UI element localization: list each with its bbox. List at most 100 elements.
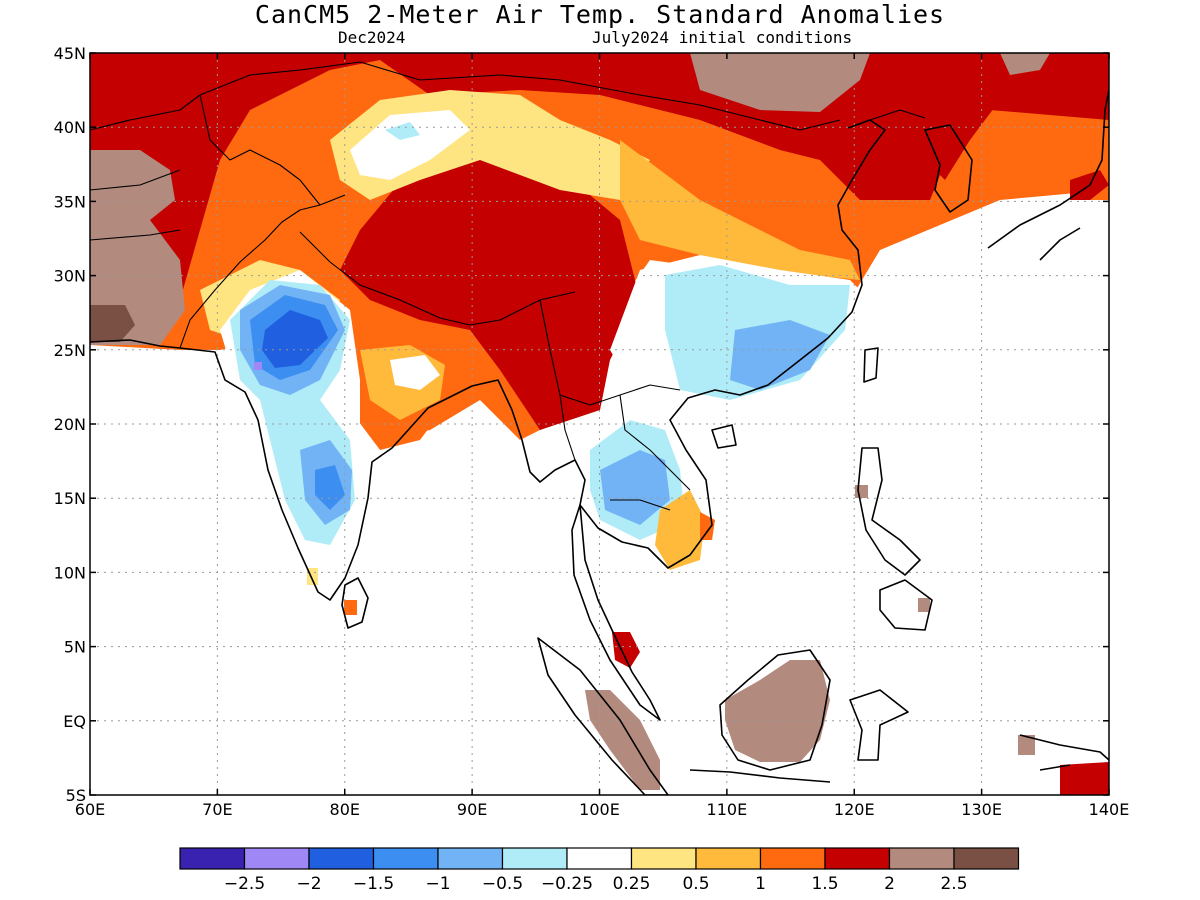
coast-borneo — [719, 649, 831, 771]
border-korea-china — [869, 109, 926, 121]
field-lightblue-indochina — [600, 450, 670, 525]
legend-label: 2 — [884, 874, 895, 894]
coast-mindanao — [879, 579, 933, 631]
legend-label: −0.5 — [482, 874, 523, 894]
coast-sulawesi — [849, 689, 909, 761]
field-cyan-mongolia — [385, 122, 420, 140]
legend-swatch — [888, 847, 955, 870]
field-white-bengal — [390, 355, 440, 390]
legend-label: 0.5 — [682, 874, 709, 894]
country-borders — [90, 61, 926, 511]
legend-swatch — [953, 847, 1020, 870]
field-brown-mindanao — [918, 598, 930, 612]
border-laos — [619, 394, 691, 491]
legend-swatch — [243, 847, 310, 870]
latitude-labels: 45N 40N 35N 30N 25N 20N 15N 10N 5N EQ 5S — [54, 44, 86, 805]
coast-luzon — [857, 447, 921, 576]
field-deepblue-india — [262, 310, 328, 368]
legend-swatch — [824, 847, 891, 870]
legend-label: 1.5 — [811, 874, 838, 894]
border-himalaya — [299, 231, 576, 326]
lon-label: 80E — [330, 800, 360, 819]
legend-swatch — [630, 847, 697, 870]
legend-label: −0.25 — [541, 874, 593, 894]
border-central-asia — [90, 94, 201, 241]
lat-label: 25N — [54, 341, 86, 360]
border-indochina — [539, 299, 681, 406]
coastlines — [90, 89, 1109, 795]
legend-swatch — [759, 847, 826, 870]
lon-label: 140E — [1089, 800, 1130, 819]
border-china-north — [199, 61, 841, 131]
lat-label: 5N — [64, 638, 86, 657]
field-red-north — [90, 53, 1109, 320]
lat-label: 5S — [66, 786, 86, 805]
coast-japan — [987, 89, 1109, 261]
legend-swatch — [372, 847, 439, 870]
lat-label: 40N — [54, 118, 86, 137]
legend-swatch — [179, 847, 246, 870]
coast-india — [179, 347, 473, 601]
legend-swatch — [437, 847, 504, 870]
field-brown-northeast — [690, 53, 870, 112]
border-china-west — [199, 94, 321, 206]
color-legend: −2.5 −2 −1.5 −1 −0.5 −0.25 0.25 0.5 1 1.5 2 2.5 — [179, 847, 1020, 894]
lon-label: 110E — [707, 800, 748, 819]
field-brown-farnortheast — [1000, 53, 1050, 75]
border-cambodia — [610, 499, 671, 511]
anomaly-fields — [90, 53, 1109, 795]
lat-label: 20N — [54, 415, 86, 434]
field-blue-deccan — [315, 465, 345, 510]
field-lavender-india — [254, 362, 262, 370]
lon-label: 120E — [834, 800, 875, 819]
axis-ticks — [89, 52, 1110, 796]
coast-hainan — [711, 424, 737, 449]
lat-label: 35N — [54, 192, 86, 211]
lat-label: 15N — [54, 489, 86, 508]
field-gold-vietnam — [655, 490, 705, 570]
lon-label: 100E — [579, 800, 620, 819]
lat-label: EQ — [63, 712, 86, 731]
field-red-tibet — [340, 150, 640, 430]
legend-swatch — [501, 847, 568, 870]
coast-malay — [571, 504, 661, 721]
legend-swatch — [695, 847, 762, 870]
initial-conditions-label: July2024 initial conditions — [592, 28, 853, 47]
legend-label: 2.5 — [940, 874, 967, 894]
coast-srilanka — [341, 577, 369, 629]
coast-sumatra — [537, 637, 669, 795]
coast-newguinea — [1019, 734, 1109, 771]
map-title: CanCM5 2-Meter Air Temp. Standard Anomal… — [254, 0, 946, 29]
target-month-label: Dec2024 — [338, 28, 406, 47]
field-orange-vietnam — [700, 512, 715, 540]
lon-label: 90E — [457, 800, 487, 819]
legend-label: −1 — [425, 874, 450, 894]
lon-label: 60E — [75, 800, 105, 819]
lat-label: 30N — [54, 267, 86, 286]
field-lightblue-south-china — [730, 320, 830, 390]
border-myanmar-thai — [559, 394, 576, 461]
lon-label: 130E — [961, 800, 1002, 819]
field-brown-sumatra — [585, 690, 660, 790]
field-red-newguinea — [1060, 762, 1109, 795]
legend-label: −1.5 — [353, 874, 394, 894]
field-brown-borneo — [725, 660, 830, 762]
field-red-malaya — [612, 632, 640, 668]
legend-label: −2.5 — [224, 874, 265, 894]
lat-label: 45N — [54, 44, 86, 63]
field-orange-srilanka — [344, 600, 357, 615]
field-brown-west — [90, 150, 185, 345]
field-brown-darkwest — [90, 305, 135, 342]
coast-korea — [924, 124, 973, 213]
coast-arabian — [90, 339, 181, 349]
legend-label: −2 — [296, 874, 321, 894]
coast-java — [689, 769, 831, 783]
longitude-labels: 60E 70E 80E 90E 100E 110E 120E 130E 140E — [75, 800, 1130, 819]
legend-swatch — [308, 847, 375, 870]
field-brown-newguinea — [1018, 735, 1035, 755]
field-brown-philippines — [855, 485, 868, 498]
grid-lines — [90, 53, 1109, 795]
legend-label: 1 — [755, 874, 766, 894]
field-gold-central — [620, 140, 860, 280]
